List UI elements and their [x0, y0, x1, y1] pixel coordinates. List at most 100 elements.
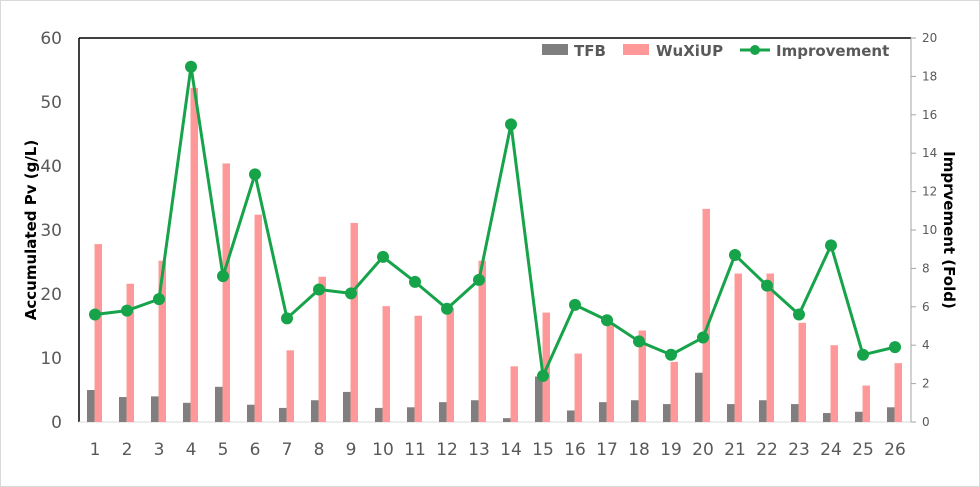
- left-tick-label: 0: [51, 413, 62, 433]
- bar-tfb: [375, 407, 383, 422]
- bar-tfb: [183, 402, 191, 422]
- bar-wuxiup: [862, 385, 870, 422]
- x-tick-label: 2: [122, 440, 133, 460]
- x-tick-label: 4: [186, 440, 197, 460]
- improvement-point-marker: [473, 273, 485, 286]
- x-tick-label: 15: [532, 440, 554, 460]
- x-tick-label: 19: [660, 440, 682, 460]
- legend-item-improvement: Improvement: [740, 42, 889, 60]
- bar-tfb: [407, 407, 415, 422]
- bar-tfb: [631, 400, 639, 422]
- improvement-point-marker: [537, 369, 549, 382]
- bar-wuxiup: [702, 208, 710, 422]
- bar-wuxiup: [382, 306, 390, 422]
- bar-tfb: [119, 397, 127, 422]
- improvement-point-marker: [889, 341, 901, 354]
- bar-wuxiup: [158, 260, 166, 422]
- improvement-point-marker: [409, 275, 421, 288]
- bar-tfb: [87, 390, 95, 422]
- right-tick-label: 20: [922, 31, 937, 45]
- x-tick-label: 8: [314, 440, 325, 460]
- legend-label-tfb: TFB: [574, 42, 606, 60]
- improvement-point-marker: [313, 283, 325, 296]
- x-tick-label: 10: [372, 440, 394, 460]
- plot-area-border: [78, 37, 912, 423]
- improvement-point-marker: [377, 250, 389, 263]
- right-tick-label: 18: [922, 69, 937, 83]
- bar-wuxiup: [350, 222, 358, 422]
- bar-tfb: [343, 391, 351, 422]
- x-tick-label: 25: [852, 440, 874, 460]
- legend-item-tfb: TFB: [542, 42, 606, 60]
- bar-wuxiup: [894, 363, 902, 422]
- bar-tfb: [503, 418, 511, 422]
- improvement-point-marker: [153, 293, 165, 306]
- bar-wuxiup: [414, 315, 422, 422]
- legend-item-wuxiup: WuXiUP: [623, 42, 723, 60]
- bar-wuxiup: [318, 276, 326, 422]
- x-tick-label: 9: [346, 440, 357, 460]
- left-axis-ticks: 0 10 20 30 40 50 60: [40, 29, 62, 433]
- x-tick-label: 24: [820, 440, 842, 460]
- x-tick-label: 5: [218, 440, 229, 460]
- right-tick-label: 2: [922, 377, 930, 391]
- right-tick-label: 12: [922, 185, 937, 199]
- improvement-point-marker: [185, 60, 197, 73]
- x-tick-label: 7: [282, 440, 293, 460]
- right-tick-label: 0: [922, 415, 930, 429]
- x-tick-label: 3: [154, 440, 165, 460]
- improvement-point-marker: [217, 270, 229, 283]
- improvement-point-marker: [697, 331, 709, 344]
- bar-wuxiup: [510, 366, 518, 422]
- left-tick-label: 40: [40, 157, 62, 177]
- x-tick-label: 12: [436, 440, 458, 460]
- x-tick-label: 6: [250, 440, 261, 460]
- x-tick-label: 18: [628, 440, 650, 460]
- legend-label-wuxiup: WuXiUP: [656, 42, 723, 60]
- left-tick-label: 20: [40, 285, 62, 305]
- x-tick-label: 23: [788, 440, 810, 460]
- tfb-swatch-icon: [542, 44, 568, 55]
- bar-tfb: [663, 404, 671, 422]
- improvement-point-marker: [633, 335, 645, 348]
- right-tick-label: 16: [922, 108, 937, 122]
- x-tick-label: 20: [692, 440, 714, 460]
- left-tick-label: 30: [40, 221, 62, 241]
- right-axis-title: Imprvement (Fold): [940, 151, 958, 309]
- x-tick-label: 11: [404, 440, 426, 460]
- improvement-point-marker: [857, 348, 869, 361]
- x-tick-label: 26: [884, 440, 906, 460]
- x-axis-ticks: 1 2 3 4 5 6 7 8 9 10 11 12 13 14 15 16 17 18 19 20 21 22 23 24 2…: [90, 440, 906, 460]
- right-tick-label: 8: [922, 261, 930, 275]
- bar-tfb: [311, 400, 319, 422]
- improvement-point-marker: [761, 279, 773, 292]
- right-tick-label: 6: [922, 300, 930, 314]
- bar-wuxiup: [734, 273, 742, 422]
- improvement-point-marker: [793, 308, 805, 321]
- bar-wuxiup: [126, 283, 134, 422]
- bar-tfb: [151, 396, 159, 422]
- bar-wuxiup: [766, 273, 774, 422]
- bar-tfb: [791, 404, 799, 422]
- bar-tfb: [855, 411, 863, 422]
- x-tick-label: 14: [500, 440, 522, 460]
- bar-tfb: [215, 386, 223, 422]
- x-tick-label: 22: [756, 440, 778, 460]
- improvement-point-marker: [441, 302, 453, 315]
- x-tick-label: 16: [564, 440, 586, 460]
- right-tick-label: 14: [922, 146, 937, 160]
- bar-wuxiup: [254, 214, 262, 422]
- improvement-point-marker: [345, 287, 357, 300]
- bar-wuxiup: [574, 353, 582, 422]
- x-tick-label: 13: [468, 440, 490, 460]
- improvement-point-marker: [825, 239, 837, 252]
- improvement-point-marker: [729, 248, 741, 261]
- bar-series: [87, 87, 902, 423]
- bar-wuxiup: [798, 322, 806, 422]
- bar-tfb: [279, 407, 287, 422]
- x-tick-label: 1: [90, 440, 101, 460]
- bar-tfb: [471, 400, 479, 422]
- right-axis-ticks: 0 2 4 6 8 10 12 14 16 18 20: [911, 31, 937, 429]
- bar-wuxiup: [478, 260, 486, 422]
